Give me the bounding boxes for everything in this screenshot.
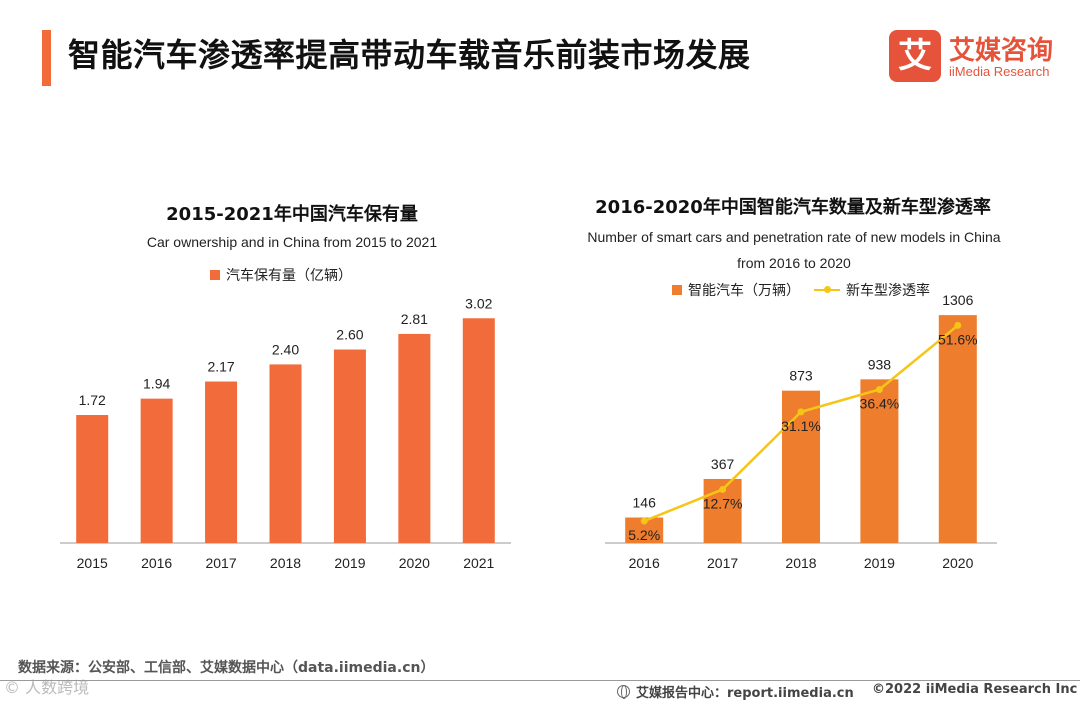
tick-label: 2017 bbox=[205, 555, 236, 571]
legend-label-penetration: 新车型渗透率 bbox=[846, 283, 930, 299]
data-label: 2.81 bbox=[401, 311, 428, 327]
legend-swatch-ownership bbox=[210, 270, 220, 280]
right-chart-legend: 智能汽车（万辆） 新车型渗透率 bbox=[672, 280, 930, 300]
bar-2019 bbox=[860, 379, 899, 543]
bar-2020 bbox=[938, 315, 977, 543]
penetration-point bbox=[719, 485, 727, 493]
bar-2016 bbox=[140, 398, 173, 543]
bar-2015 bbox=[76, 415, 109, 543]
data-label: 3.02 bbox=[465, 295, 492, 311]
tick-label: 2020 bbox=[399, 555, 430, 571]
page-title: 智能汽车渗透率提高带动车载音乐前装市场发展 bbox=[68, 36, 751, 74]
bar-value-label: 938 bbox=[868, 356, 892, 372]
penetration-point bbox=[954, 321, 962, 329]
title-accent-bar bbox=[42, 30, 51, 86]
data-label: 2.17 bbox=[207, 359, 234, 375]
penetration-label: 31.1% bbox=[781, 418, 821, 434]
legend-label-smart-cars: 智能汽车（万辆） bbox=[688, 283, 800, 299]
watermark: © 人数跨境 bbox=[4, 678, 90, 697]
legend-swatch-penetration bbox=[814, 286, 840, 293]
data-label: 2.40 bbox=[272, 341, 299, 357]
bar-value-label: 146 bbox=[633, 495, 657, 511]
bar-2021 bbox=[462, 318, 495, 543]
left-chart-legend: 汽车保有量（亿辆） bbox=[210, 265, 352, 285]
right-chart-subtitle: Number of smart cars and penetration rat… bbox=[587, 229, 1001, 271]
tick-label: 2016 bbox=[141, 555, 172, 571]
data-label: 1.94 bbox=[143, 376, 170, 392]
penetration-point bbox=[797, 408, 805, 416]
tick-label: 2018 bbox=[785, 555, 816, 571]
tick-label: 2017 bbox=[707, 555, 738, 571]
logo-name-cn: 艾媒咨询 bbox=[949, 36, 1054, 66]
footer-copyright: ©2022 iiMedia Research Inc bbox=[872, 682, 1078, 697]
tick-label: 2019 bbox=[864, 555, 895, 571]
globe-icon bbox=[617, 685, 630, 699]
penetration-label: 51.6% bbox=[938, 331, 978, 347]
bar-value-label: 367 bbox=[711, 456, 735, 472]
logo-name-en: iiMedia Research bbox=[949, 64, 1050, 79]
bar-2020 bbox=[398, 333, 431, 543]
legend-label-ownership: 汽车保有量（亿辆） bbox=[226, 268, 352, 284]
right-chart-title: 2016-2020年中国智能汽车数量及新车型渗透率 bbox=[595, 197, 991, 218]
penetration-point bbox=[640, 517, 648, 525]
penetration-label: 5.2% bbox=[628, 527, 660, 543]
penetration-point bbox=[875, 386, 883, 394]
bar-value-label: 873 bbox=[789, 368, 813, 384]
tick-label: 2015 bbox=[77, 555, 108, 571]
bar-2019 bbox=[333, 349, 366, 543]
penetration-label: 12.7% bbox=[703, 495, 743, 511]
data-label: 1.72 bbox=[79, 392, 106, 408]
left-chart-subtitle: Car ownership and in China from 2015 to … bbox=[146, 234, 438, 250]
bar-2017 bbox=[205, 381, 238, 543]
footer-report-link[interactable]: 艾媒报告中心：report.iimedia.cn bbox=[617, 682, 854, 701]
footer-report-text: 艾媒报告中心：report.iimedia.cn bbox=[636, 686, 854, 701]
iimedia-logo: 艾 艾媒咨询 iiMedia Research bbox=[889, 30, 1069, 86]
left-chart-title: 2015-2021年中国汽车保有量 bbox=[166, 204, 418, 225]
penetration-label: 36.4% bbox=[860, 396, 900, 412]
bar-2018 bbox=[269, 364, 302, 543]
tick-label: 2021 bbox=[463, 555, 494, 571]
bar-2018 bbox=[782, 390, 820, 543]
data-source-note: 数据来源：公安部、工信部、艾媒数据中心（data.iimedia.cn） bbox=[18, 660, 435, 676]
tick-label: 2016 bbox=[629, 555, 660, 571]
tick-label: 2020 bbox=[942, 555, 973, 571]
logo-mark: 艾 bbox=[889, 30, 941, 82]
footer-divider bbox=[0, 680, 1080, 681]
tick-label: 2018 bbox=[270, 555, 301, 571]
data-label: 2.60 bbox=[336, 327, 363, 343]
tick-label: 2019 bbox=[334, 555, 365, 571]
legend-swatch-smart-cars bbox=[672, 285, 682, 295]
bar-value-label: 1306 bbox=[942, 292, 973, 308]
